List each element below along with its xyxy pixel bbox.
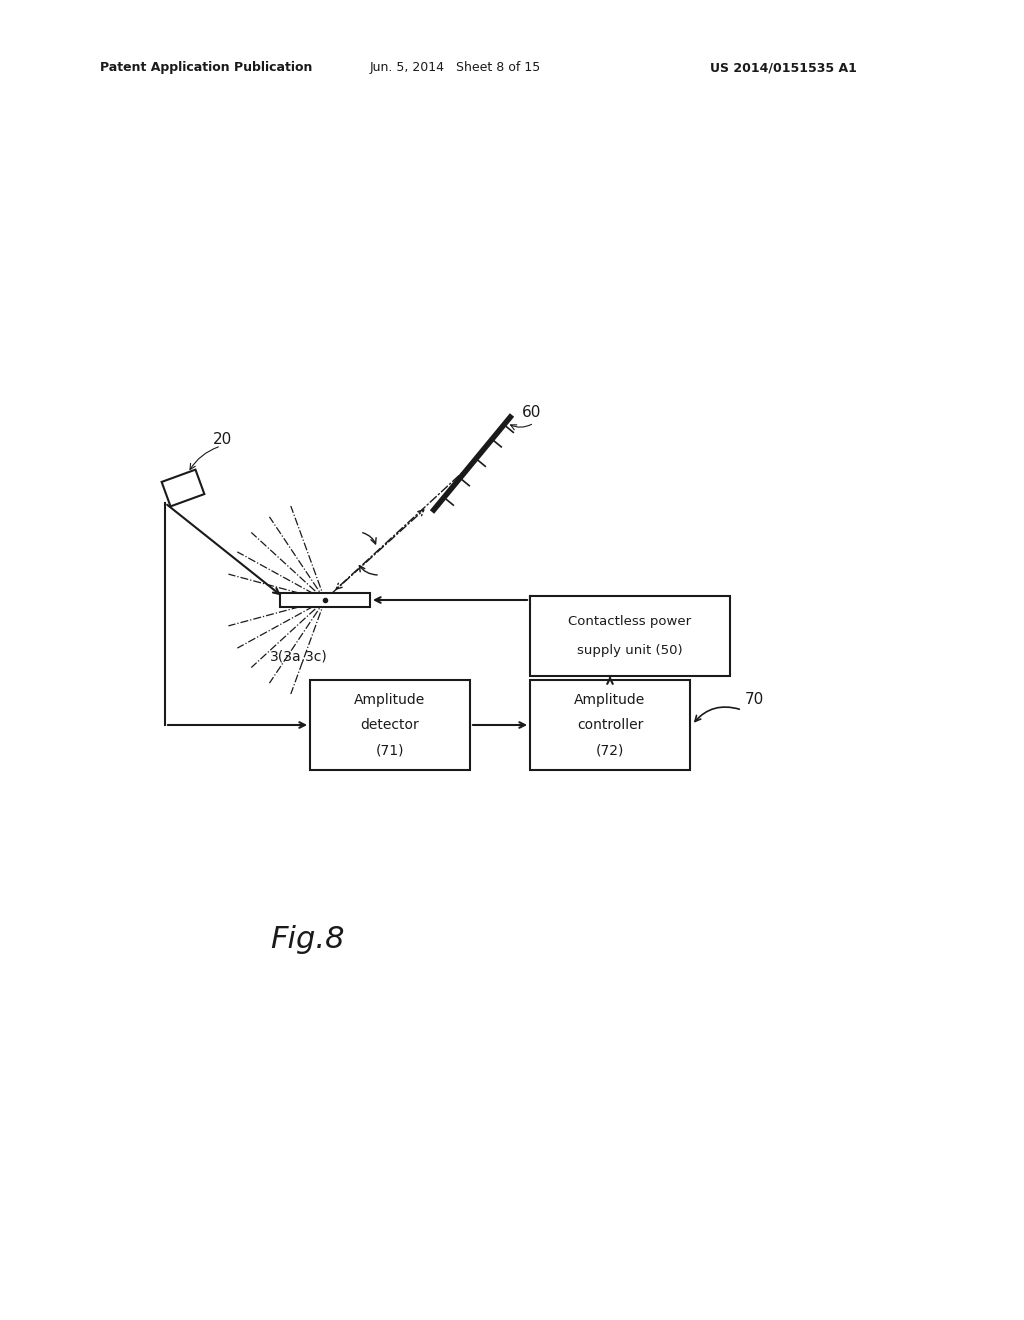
Bar — [530, 680, 690, 770]
Text: Jun. 5, 2014   Sheet 8 of 15: Jun. 5, 2014 Sheet 8 of 15 — [370, 62, 542, 74]
Text: Contactless power: Contactless power — [568, 615, 691, 628]
Text: Patent Application Publication: Patent Application Publication — [100, 62, 312, 74]
Text: 70: 70 — [745, 693, 764, 708]
Text: (72): (72) — [596, 743, 625, 758]
Text: supply unit (50): supply unit (50) — [578, 644, 683, 657]
Text: Amplitude: Amplitude — [354, 693, 426, 706]
Text: 20: 20 — [213, 433, 232, 447]
Text: 3(3a,3c): 3(3a,3c) — [270, 649, 328, 664]
Bar — [310, 680, 470, 770]
Text: 60: 60 — [522, 405, 542, 420]
Text: detector: detector — [360, 718, 420, 733]
Text: controller: controller — [577, 718, 643, 733]
Text: US 2014/0151535 A1: US 2014/0151535 A1 — [710, 62, 857, 74]
Bar — [280, 593, 370, 607]
Text: (71): (71) — [376, 743, 404, 758]
Text: Amplitude: Amplitude — [574, 693, 645, 706]
Bar — [530, 597, 730, 676]
Polygon shape — [162, 470, 205, 507]
Text: Fig.8: Fig.8 — [270, 925, 344, 954]
